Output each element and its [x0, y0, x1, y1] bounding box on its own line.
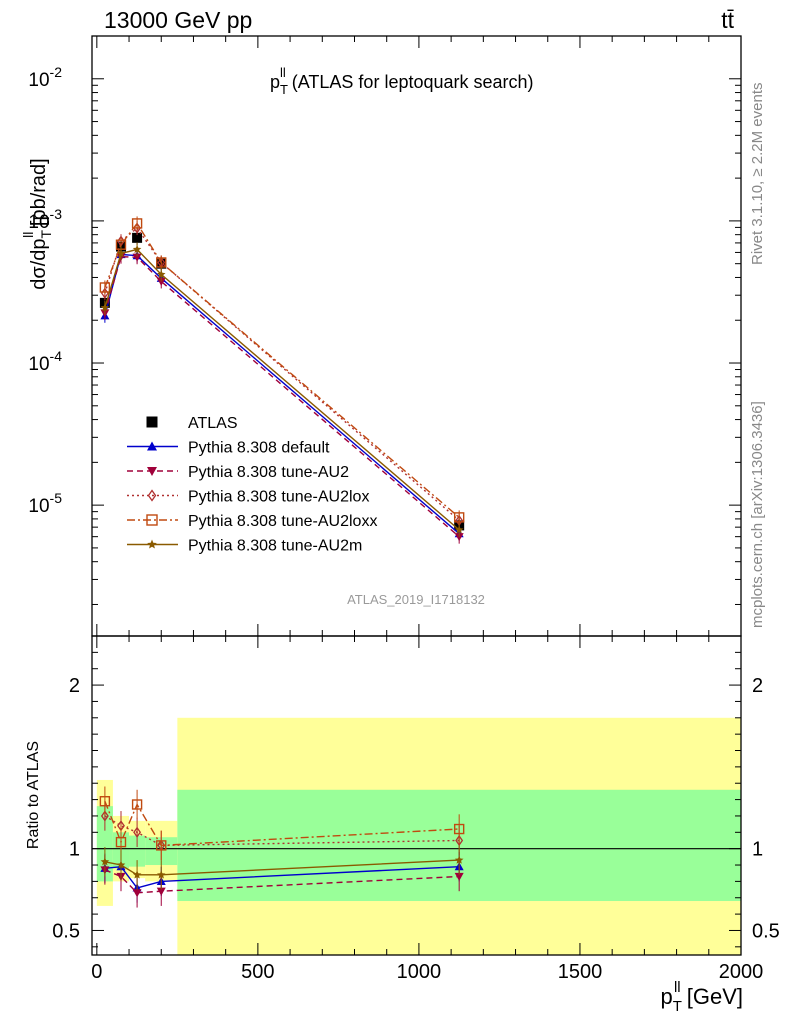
main-title: pTll (ATLAS for leptoquark search) — [270, 65, 534, 97]
y-tick-label: 10-2 — [28, 64, 62, 91]
x-axis-label: pTll [GeV] — [661, 979, 743, 1015]
header-left: 13000 GeV pp — [104, 7, 252, 33]
main-y-axis-label: dσ/dpTll [pb/rad] — [20, 158, 54, 289]
ratio-point — [156, 840, 167, 851]
data-point — [99, 282, 111, 293]
legend-label: ATLAS — [188, 415, 238, 432]
ratio-point — [454, 855, 464, 864]
ratio-point — [132, 870, 142, 879]
ratio-series-3 — [99, 786, 465, 861]
ratio-point — [156, 887, 166, 896]
ratio-y-tick-label: 0.5 — [52, 920, 80, 942]
ratio-point — [455, 834, 464, 847]
data-point — [156, 277, 166, 286]
legend-marker — [146, 514, 158, 526]
side-label-mcplots: mcplots.cern.ch [arXiv:1306.3436] — [749, 401, 766, 628]
x-tick-label: 2000 — [719, 961, 764, 983]
side-label-rivet: Rivet 3.1.10, ≥ 2.2M events — [749, 83, 766, 266]
data-point — [156, 257, 167, 268]
ratio-point — [115, 836, 127, 848]
series-2 — [100, 249, 464, 544]
ratio-point — [99, 796, 111, 807]
band-green — [129, 835, 146, 867]
data-point — [157, 269, 166, 279]
legend: ATLAS Pythia 8.308 default Pythia 8.308 tu… — [127, 415, 377, 555]
ratio-point — [100, 810, 109, 822]
x-tick-label: 0 — [91, 961, 102, 983]
x-tick-label: 1500 — [558, 961, 603, 983]
legend-marker — [147, 539, 157, 549]
ratio-y-tick-label: 1 — [69, 839, 80, 861]
x-tick-label: 500 — [241, 961, 274, 983]
ratio-point — [453, 823, 465, 835]
legend-label: Pythia 8.308 default — [188, 440, 330, 457]
ratio-frame — [91, 635, 742, 956]
ratio-point — [133, 826, 142, 838]
ratio-point — [157, 870, 166, 879]
data-point — [132, 232, 143, 243]
header-right: tt̄ — [721, 7, 734, 33]
ratio-point — [116, 860, 126, 869]
data-point — [116, 249, 126, 258]
legend-item: Pythia 8.308 default — [127, 440, 330, 457]
main-panel: 10-2 10-3 10-4 10-5 pTll (ATLAS for leptoqua… — [20, 35, 742, 637]
ratio-y-tick-label-right: 2 — [752, 675, 763, 697]
data-point — [132, 253, 142, 262]
legend-item: ATLAS — [146, 415, 238, 432]
legend-label: Pythia 8.308 tune-AU2m — [188, 538, 362, 555]
data-point — [131, 218, 143, 229]
data-point — [454, 525, 464, 534]
ratio-point — [131, 799, 143, 810]
y-tick-label: 10-3 — [28, 206, 62, 233]
series-5 — [100, 242, 464, 537]
ratio-y-axis-label: Ratio to ATLAS — [25, 741, 42, 849]
ratio-point — [100, 857, 110, 866]
legend-marker — [147, 467, 157, 476]
legend-marker — [146, 416, 158, 428]
legend-marker — [147, 441, 157, 451]
x-tick-label: 1000 — [397, 961, 442, 983]
legend-item: Pythia 8.308 tune-AU2loxx — [127, 513, 377, 530]
data-point — [454, 533, 464, 542]
ratio-point — [454, 872, 464, 881]
legend-item: Pythia 8.308 tune-AU2m — [127, 538, 362, 555]
watermark: ATLAS_2019_I1718132 — [347, 592, 485, 607]
ratio-panel: 0.5 0.5 1 1 2 2 0 500 1000 1500 2000 Ratio to ATLA… — [25, 635, 780, 1015]
ratio-point — [132, 889, 142, 898]
data-point — [100, 303, 110, 312]
data-point — [132, 244, 142, 254]
data-point — [453, 512, 465, 523]
legend-marker — [147, 489, 157, 502]
y-tick-label: 10-5 — [28, 490, 62, 517]
ratio-y-tick-label-right: 0.5 — [752, 920, 780, 942]
legend-label: Pythia 8.308 tune-AU2lox — [188, 489, 369, 506]
legend-label: Pythia 8.308 tune-AU2loxx — [188, 513, 377, 530]
ratio-y-tick-label-right: 1 — [752, 839, 763, 861]
ratio-y-tick-label: 2 — [69, 675, 80, 697]
legend-item: Pythia 8.308 tune-AU2 — [127, 464, 349, 481]
legend-item: Pythia 8.308 tune-AU2lox — [127, 489, 369, 506]
ratio-series-4 — [100, 845, 464, 890]
y-tick-label: 10-4 — [28, 348, 62, 375]
legend-label: Pythia 8.308 tune-AU2 — [188, 464, 349, 481]
